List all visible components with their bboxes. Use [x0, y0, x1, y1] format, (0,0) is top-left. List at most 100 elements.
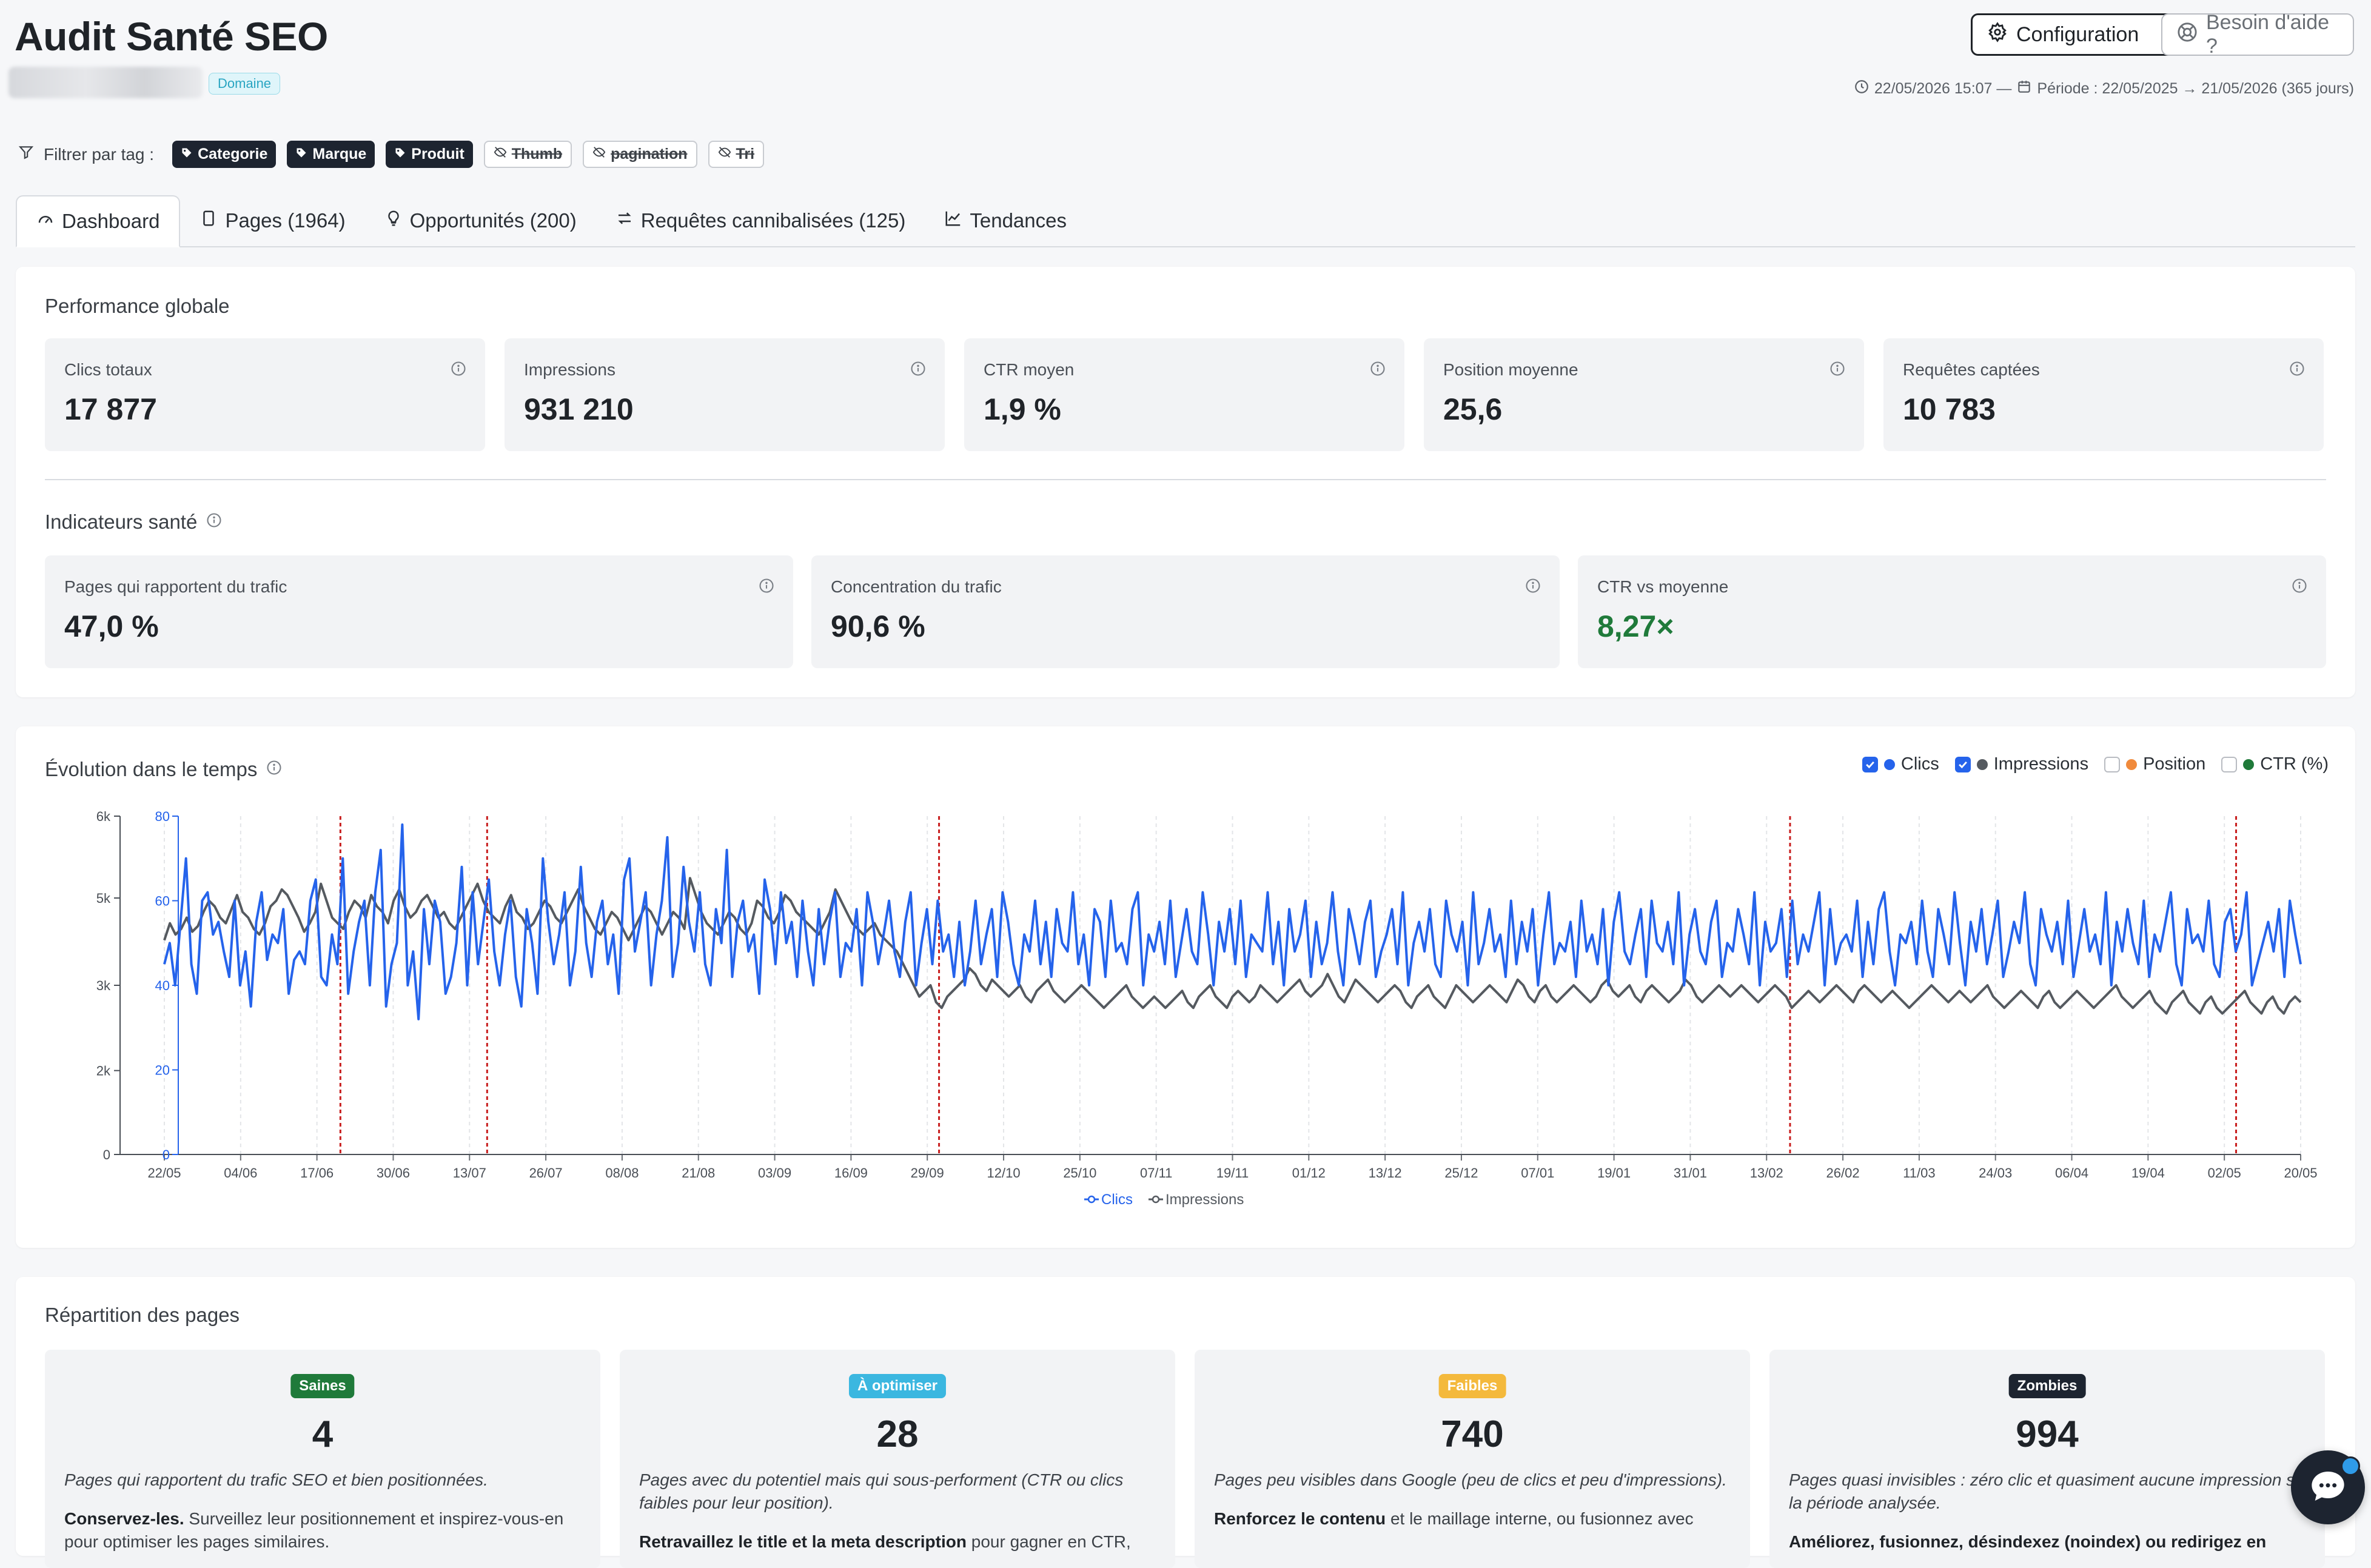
tag-filter-thumb[interactable]: Thumb	[483, 141, 572, 168]
tag-filter-marque[interactable]: Marque	[287, 141, 375, 168]
distribution-card-à-optimiser: À optimiser 28 Pages avec du potentiel mai…	[620, 1350, 1175, 1568]
tag-label: Marque	[312, 146, 367, 162]
info-icon[interactable]	[266, 758, 283, 781]
x-tick-label: 13/02	[1750, 1165, 1783, 1181]
recommended-action: Améliorez, fusionnez, désindexez (noinde…	[1789, 1530, 2310, 1553]
status-badge: Faibles	[1438, 1374, 1506, 1398]
series-toggle-clics[interactable]: Clics	[1862, 754, 1939, 774]
x-tick-label: 31/01	[1674, 1165, 1707, 1181]
domain-name-redacted	[8, 67, 203, 98]
gear-icon	[1987, 21, 2008, 48]
tag-filter-tri[interactable]: Tri	[708, 141, 765, 168]
y-right-tick-label: 40	[155, 978, 170, 993]
category-description: Pages peu visibles dans Google (peu de c…	[1214, 1470, 1727, 1489]
y-left-tick-label: 5k	[96, 891, 111, 906]
info-icon[interactable]	[206, 511, 223, 534]
configuration-button[interactable]: Configuration	[1971, 13, 2193, 56]
status-badge: Saines	[290, 1374, 355, 1398]
tag-filter-categorie[interactable]: Categorie	[172, 141, 277, 168]
x-tick-label: 06/04	[2055, 1165, 2088, 1181]
tag-label: Tri	[736, 146, 755, 162]
tag-label: Thumb	[511, 146, 563, 162]
health-kpi-value: 8,27×	[1597, 609, 1674, 643]
x-tick-label: 17/06	[300, 1165, 334, 1181]
tab-tendances[interactable]: Tendances	[925, 195, 1086, 246]
page-count: 740	[1441, 1413, 1504, 1455]
tag-label: Categorie	[198, 146, 268, 162]
help-button[interactable]: Besoin d'aide ?	[2161, 11, 2354, 58]
distribution-card: Répartition des pages Saines 4 Pages qui r…	[16, 1277, 2355, 1568]
tab-label: Opportunités (200)	[409, 209, 577, 232]
tab-opportunités[interactable]: Opportunités (200)	[365, 195, 596, 246]
info-icon[interactable]	[2289, 360, 2306, 380]
tab-label: Requêtes cannibalisées (125)	[640, 209, 906, 232]
swap-icon	[615, 209, 634, 232]
evolution-chart: 22/05 04/06 17/06 30/06 13/07 26/07 08/08 21/08…	[96, 809, 2318, 1208]
info-icon[interactable]	[450, 360, 467, 380]
lightbulb-icon	[384, 209, 403, 232]
eye-off-icon	[592, 146, 606, 163]
chat-launcher-button[interactable]	[2291, 1450, 2365, 1524]
health-kpi-label: CTR vs moyenne	[1597, 577, 1729, 596]
x-tick-label: 25/10	[1063, 1165, 1096, 1181]
tab-requêtes[interactable]: Requêtes cannibalisées (125)	[596, 195, 925, 246]
tab-label: Pages (1964)	[225, 209, 346, 232]
info-icon[interactable]	[1829, 360, 1846, 380]
series-color-dot	[2243, 759, 2255, 770]
lifebuoy-icon	[2177, 22, 2198, 48]
info-icon[interactable]	[1524, 577, 1541, 597]
x-tick-label: 21/08	[682, 1165, 715, 1181]
tab-dashboard[interactable]: Dashboard	[16, 195, 181, 247]
domain-badge: Domaine	[209, 73, 281, 95]
action-emphasis: Renforcez le contenu	[1214, 1509, 1386, 1528]
x-tick-label: 19/11	[1216, 1165, 1249, 1181]
y-right-tick-label: 60	[155, 894, 170, 909]
x-tick-label: 19/01	[1597, 1165, 1631, 1181]
action-emphasis: Retravaillez le title et la meta descrip…	[639, 1532, 967, 1551]
tab-pages[interactable]: Pages (1964)	[180, 195, 364, 246]
series-toggle-position[interactable]: Position	[2104, 754, 2205, 774]
tag-label: Produit	[411, 146, 464, 162]
info-icon[interactable]	[2291, 577, 2308, 597]
filter-icon	[18, 144, 34, 164]
distribution-card-saines: Saines 4 Pages qui rapportent du trafic SE…	[45, 1350, 600, 1568]
period: Période : 22/05/2025 → 21/05/2026 (365 j…	[2037, 80, 2354, 97]
kpi-value: 931 210	[524, 392, 634, 426]
tag-filter-produit[interactable]: Produit	[386, 141, 473, 168]
checkbox[interactable]	[1862, 756, 1878, 772]
x-tick-label: 26/02	[1826, 1165, 1860, 1181]
y-left-tick-label: 2k	[96, 1064, 111, 1079]
series-label: Impressions	[1993, 754, 2089, 774]
distribution-title-text: Répartition des pages	[45, 1304, 240, 1326]
x-tick-label: 22/05	[147, 1165, 181, 1181]
performance-card: Performance globale Clics totaux 17 877 Im…	[16, 267, 2355, 697]
evolution-card: Évolution dans le temps Clics Impressions…	[16, 726, 2355, 1248]
category-description: Pages quasi invisibles : zéro clic et qu…	[1789, 1470, 2310, 1512]
y-right-tick-label: 0	[163, 1147, 170, 1162]
section-divider	[45, 479, 2326, 480]
x-tick-label: 08/08	[605, 1165, 639, 1181]
series-toggle-impressions[interactable]: Impressions	[1954, 754, 2089, 774]
info-icon[interactable]	[910, 360, 927, 380]
trend-icon	[944, 209, 962, 232]
status-badge: Zombies	[2008, 1374, 2086, 1398]
x-tick-label: 07/11	[1140, 1165, 1172, 1181]
checkbox[interactable]	[1954, 756, 1971, 772]
category-description: Pages avec du potentiel mais qui sous-pe…	[639, 1470, 1124, 1512]
series-toggle-ctr[interactable]: CTR (%)	[2221, 754, 2329, 774]
kpi-card: Impressions 931 210	[505, 338, 945, 451]
health-kpi-card: Pages qui rapportent du trafic 47,0 %	[45, 555, 793, 668]
checkbox[interactable]	[2104, 756, 2121, 772]
recommended-action: Renforcez le contenu et le maillage inte…	[1214, 1507, 1735, 1530]
info-icon[interactable]	[758, 577, 775, 597]
x-tick-label: 13/07	[453, 1165, 486, 1181]
evolution-title: Évolution dans le temps	[45, 758, 283, 781]
tag-filter-pagination[interactable]: pagination	[583, 141, 697, 168]
status-badge: À optimiser	[848, 1374, 947, 1398]
tag-icon	[181, 146, 193, 163]
info-icon[interactable]	[1369, 360, 1386, 380]
y-right-tick-label: 80	[155, 809, 170, 824]
configuration-label: Configuration	[2016, 22, 2139, 46]
series-label: Clics	[1900, 754, 1939, 774]
checkbox[interactable]	[2221, 756, 2238, 772]
